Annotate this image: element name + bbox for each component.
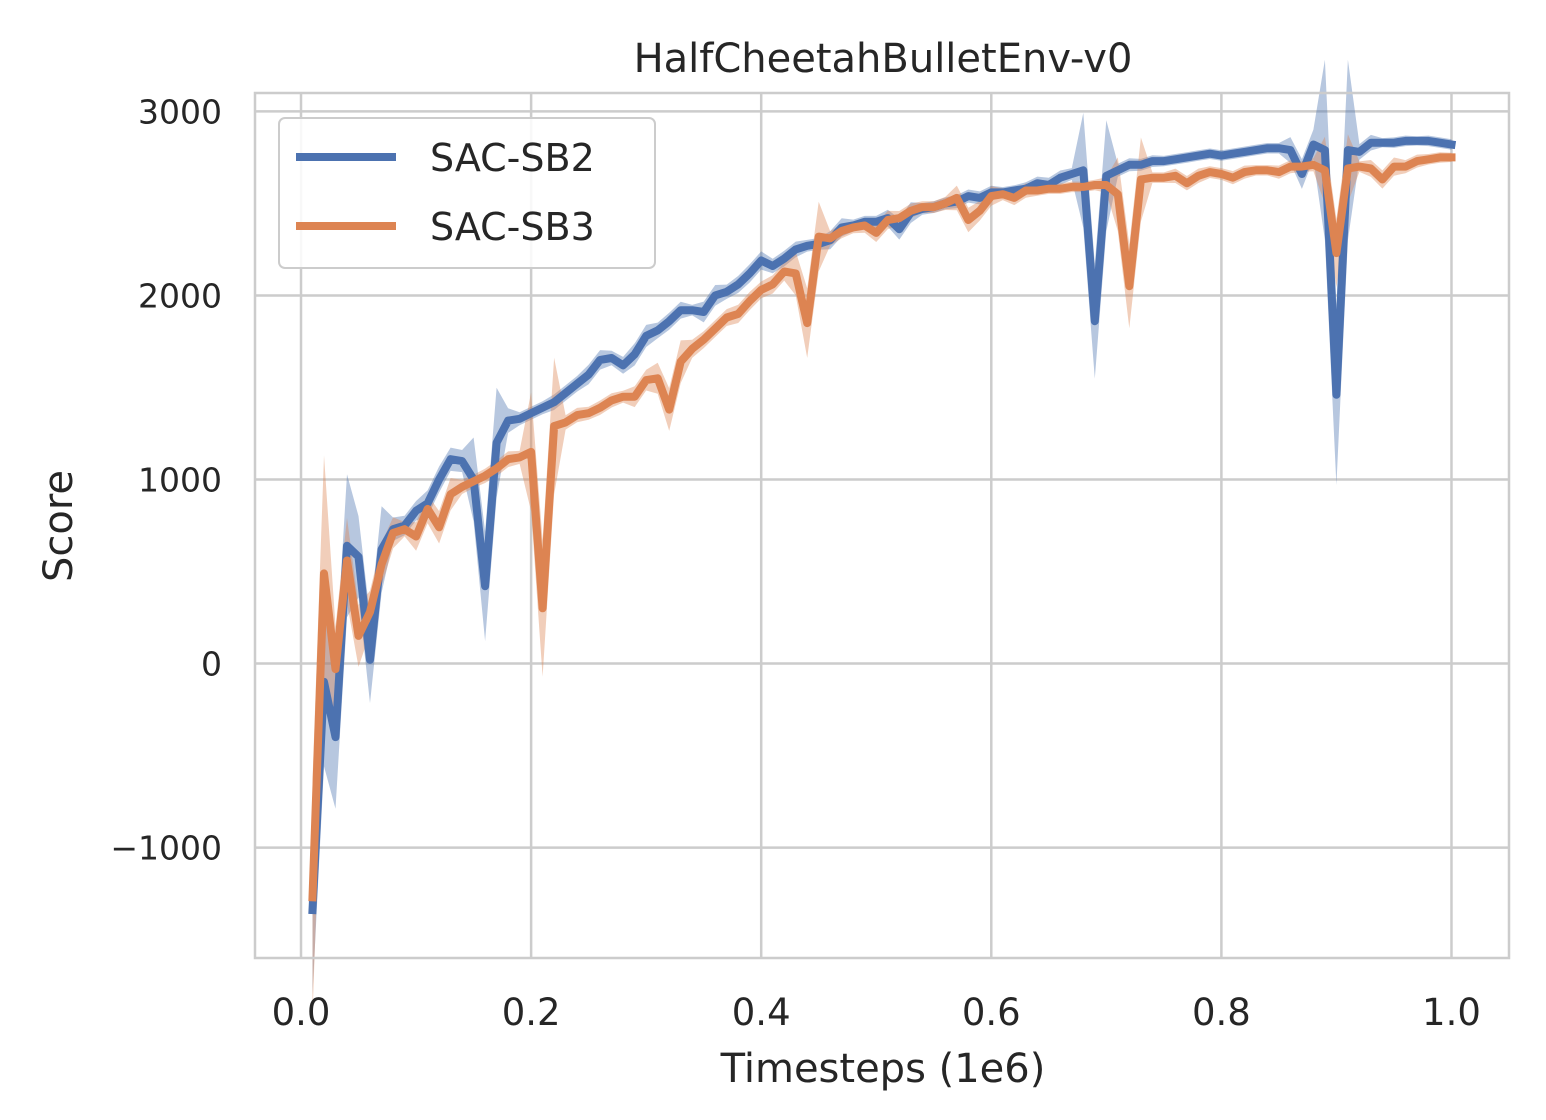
x-tick-label: 0.4: [732, 991, 791, 1034]
x-axis-label: Timesteps (1e6): [720, 1046, 1046, 1092]
legend-label-sac-sb3: SAC-SB3: [430, 205, 595, 249]
y-tick-label: 0: [201, 645, 222, 684]
x-tick-labels: 0.0 0.2 0.4 0.6 0.8 1.0: [272, 991, 1481, 1034]
y-tick-label: 1000: [138, 460, 222, 499]
y-axis-label: Score: [36, 470, 82, 582]
y-tick-label: −1000: [110, 829, 222, 868]
x-tick-label: 0.2: [502, 991, 561, 1034]
y-tick-labels: −1000 0 1000 2000 3000: [110, 92, 222, 867]
x-tick-label: 0.8: [1192, 991, 1251, 1034]
x-tick-label: 0.0: [272, 991, 331, 1034]
line-sac-sb3: [308, 153, 1456, 902]
plot-frame: [253, 91, 1511, 960]
legend-label-sac-sb2: SAC-SB2: [430, 136, 595, 180]
line-sac-sb2: [308, 136, 1457, 915]
series-lines: [308, 136, 1457, 915]
legend: SAC-SB2 SAC-SB3: [278, 117, 656, 269]
y-tick-label: 3000: [138, 92, 222, 131]
x-tick-label: 1.0: [1422, 991, 1481, 1034]
x-tick-label: 0.6: [962, 991, 1021, 1034]
y-tick-label: 2000: [138, 276, 222, 315]
chart-title: HalfCheetahBulletEnv-v0: [634, 36, 1133, 82]
